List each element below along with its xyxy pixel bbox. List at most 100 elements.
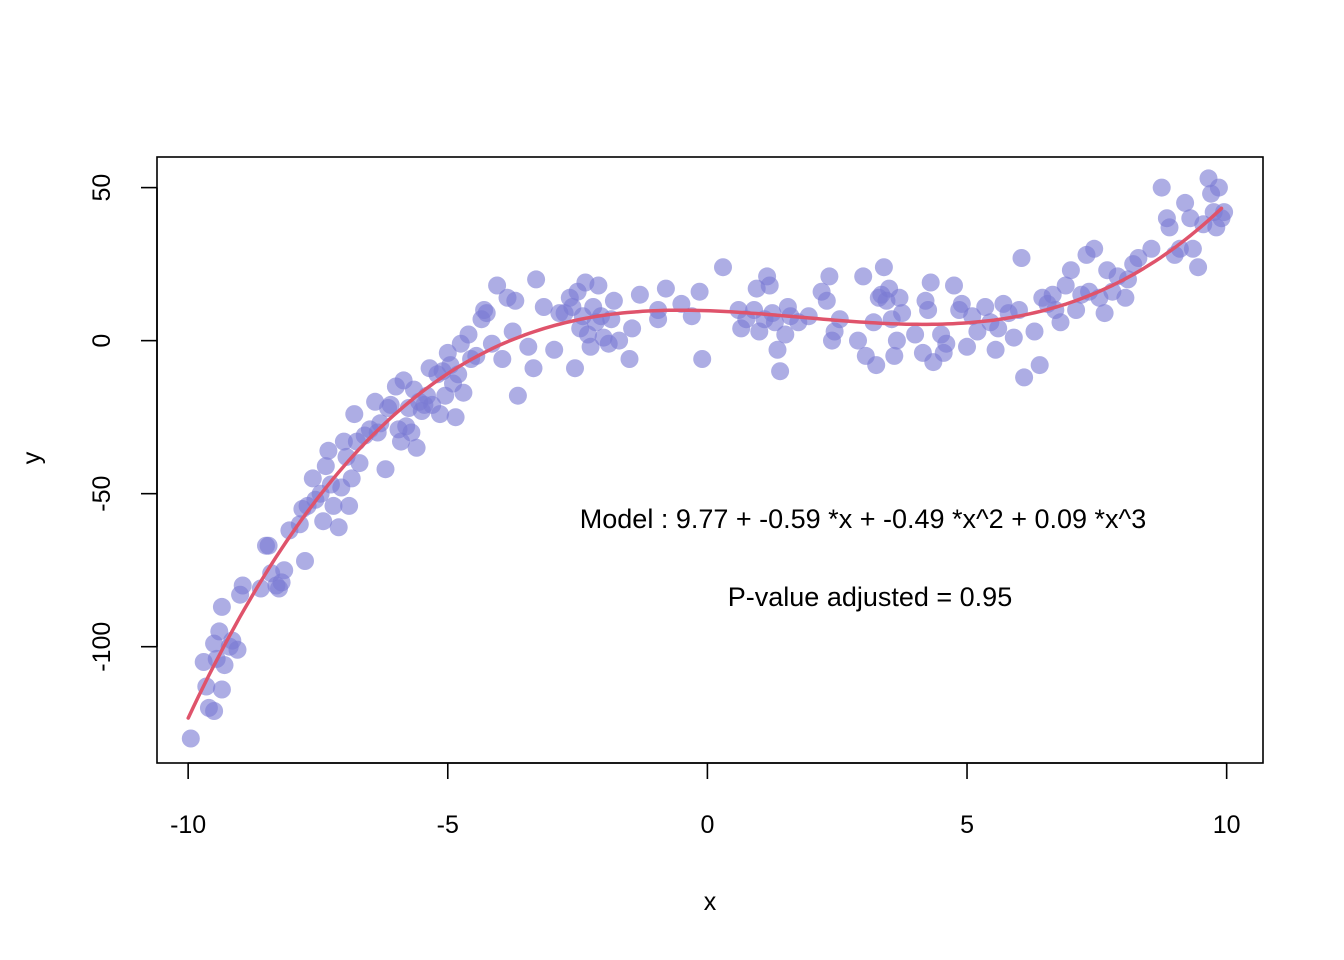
data-point [885, 346, 904, 365]
data-point [604, 291, 623, 310]
x-axis: -10 -5 0 5 10 [170, 762, 1241, 839]
data-point [817, 291, 836, 310]
data-point [976, 298, 995, 316]
y-tick-label: -100 [88, 622, 116, 672]
model-annotation: Model : 9.77 + -0.59 *x + -0.49 *x^2 + 0… [580, 504, 1146, 534]
data-point [768, 340, 787, 359]
data-point [867, 356, 886, 375]
data-point [581, 337, 600, 356]
x-tick-label: -5 [437, 811, 459, 839]
data-point [407, 438, 426, 457]
data-point [534, 298, 553, 316]
data-point [210, 622, 229, 641]
data-point [620, 350, 639, 368]
data-point [690, 282, 709, 301]
data-point [446, 408, 465, 427]
data-point [874, 258, 893, 277]
data-point [1209, 178, 1228, 197]
data-point [1142, 239, 1161, 258]
data-point [205, 702, 224, 720]
data-point [958, 337, 976, 356]
data-point [890, 288, 909, 307]
data-point [854, 267, 873, 286]
x-tick-label: -10 [170, 811, 206, 839]
data-point [545, 340, 564, 359]
scatter-points [181, 169, 1234, 748]
data-point [1152, 178, 1171, 197]
data-point [1116, 288, 1135, 307]
data-point [952, 294, 971, 313]
data-point [1061, 261, 1080, 280]
data-point [887, 331, 906, 350]
data-point [771, 362, 790, 381]
data-point [296, 552, 314, 570]
data-point [275, 561, 294, 580]
data-point [527, 270, 546, 289]
data-point [251, 579, 270, 598]
x-axis-title: x [704, 888, 717, 916]
data-point [314, 512, 333, 531]
data-point [630, 285, 649, 304]
data-point [431, 405, 449, 424]
data-point [508, 386, 527, 405]
data-point [454, 383, 473, 402]
data-point [921, 273, 940, 292]
data-point [212, 597, 231, 616]
y-tick-label: 50 [88, 174, 116, 202]
data-point [610, 331, 629, 350]
data-point [488, 276, 507, 295]
data-point [524, 359, 543, 378]
data-point [1085, 239, 1104, 258]
data-point [968, 322, 987, 341]
data-point [1183, 239, 1202, 258]
data-point [519, 337, 538, 356]
data-point [656, 279, 675, 298]
x-tick-label: 0 [700, 811, 714, 839]
data-point [233, 576, 252, 595]
data-point [693, 350, 712, 368]
data-point [1051, 313, 1070, 332]
data-point [215, 656, 234, 675]
y-tick-label: -50 [88, 476, 116, 512]
data-point [1025, 322, 1044, 341]
data-point [945, 276, 963, 295]
data-point [316, 457, 335, 476]
data-point [1129, 249, 1148, 267]
data-point [937, 334, 956, 353]
data-point [1176, 193, 1195, 212]
data-point [672, 294, 691, 313]
data-point [849, 331, 867, 350]
data-point [324, 496, 343, 515]
data-point [776, 325, 795, 344]
data-point [989, 319, 1008, 338]
data-point [228, 640, 247, 659]
data-point [345, 405, 364, 424]
data-point [181, 729, 200, 748]
data-point [340, 496, 359, 515]
data-point [212, 680, 231, 699]
data-point [1170, 239, 1189, 258]
data-point [1095, 304, 1114, 323]
data-point [376, 460, 395, 479]
data-point [381, 395, 400, 414]
data-point [760, 276, 779, 295]
data-point [259, 536, 278, 555]
data-point [1215, 203, 1234, 222]
data-point [623, 319, 642, 338]
data-point [1043, 285, 1062, 304]
data-point [1160, 218, 1179, 237]
data-point [371, 414, 390, 433]
data-point [334, 432, 353, 451]
data-point [986, 340, 1005, 359]
data-point [566, 359, 584, 378]
data-point [303, 469, 322, 488]
y-axis-title: y [18, 451, 46, 464]
data-point [402, 423, 421, 442]
data-point [350, 454, 369, 473]
y-axis: -100 -50 0 50 [88, 174, 158, 672]
data-point [820, 267, 839, 286]
data-point [319, 441, 338, 460]
data-point [342, 469, 361, 488]
